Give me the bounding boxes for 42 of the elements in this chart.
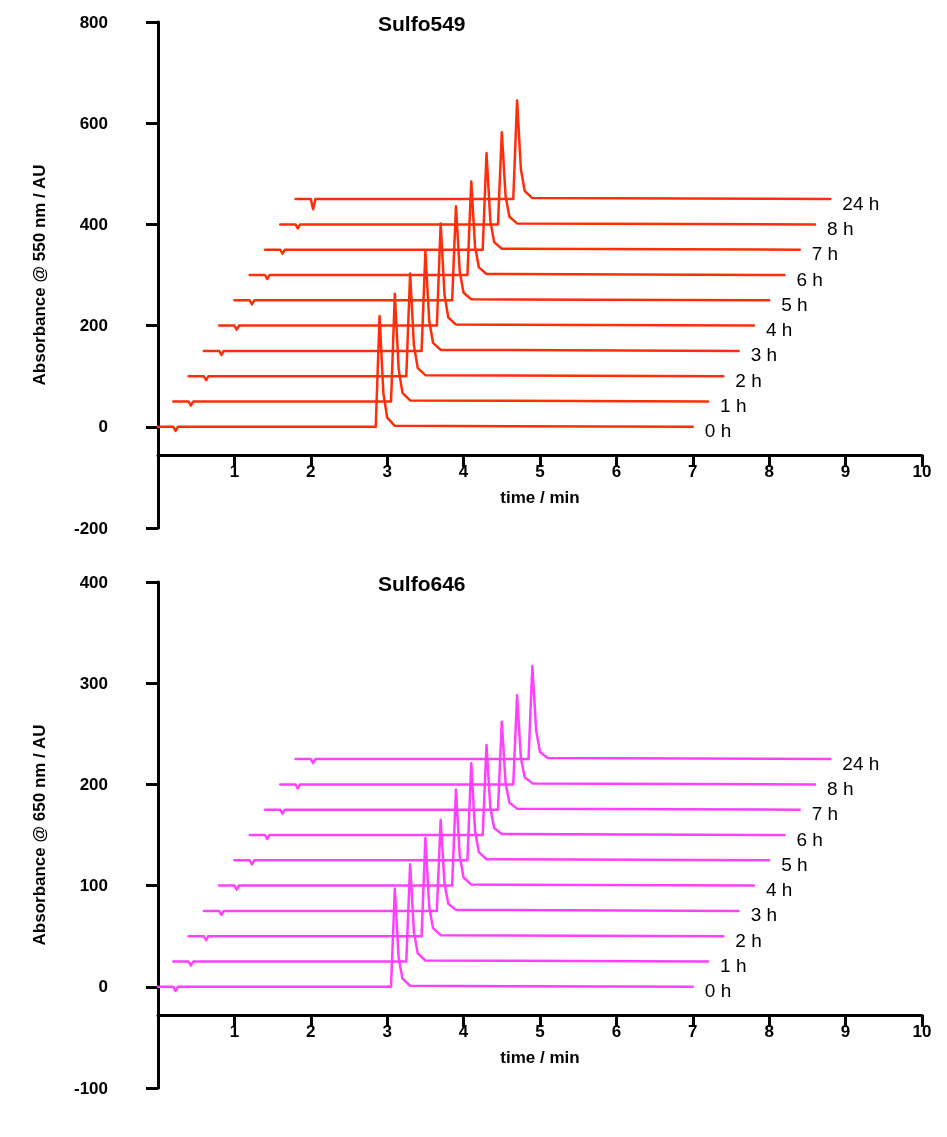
series-label: 6 h xyxy=(796,268,823,290)
y-tick-label: 300 xyxy=(79,673,108,693)
y-tick-label: 0 xyxy=(98,417,108,437)
x-tick-label: 10 xyxy=(912,1022,932,1041)
series-label: 5 h xyxy=(781,853,808,875)
y-tick-label: 600 xyxy=(79,113,108,133)
y-tick-label: -200 xyxy=(73,518,108,538)
y-tick-label: 200 xyxy=(79,316,108,336)
y-tick-label: 400 xyxy=(79,214,108,234)
y-tick-label: -100 xyxy=(73,1078,108,1098)
series-label: 1 h xyxy=(720,955,747,976)
series-label: 8 h xyxy=(827,777,854,799)
series-label: 24 h xyxy=(842,752,880,774)
series-label: 4 h xyxy=(765,319,793,341)
y-tick-label: 400 xyxy=(79,572,108,592)
x-axis-title: time / min xyxy=(500,1048,580,1067)
y-axis-title: Absorbance @ 550 nm / AU xyxy=(30,164,49,386)
series-label: 5 h xyxy=(781,293,808,315)
series-label: 0 h xyxy=(704,980,732,1002)
series-label: 0 h xyxy=(704,420,732,442)
series-label: 3 h xyxy=(750,344,778,366)
series-label: 2 h xyxy=(735,929,762,951)
series-label: 4 h xyxy=(765,879,793,901)
y-axis-title: Absorbance @ 650 nm / AU xyxy=(30,724,49,946)
chart-title: Sulfo549 xyxy=(378,12,466,35)
x-tick-label: 10 xyxy=(912,462,932,481)
x-axis-title: time / min xyxy=(500,488,580,507)
series-label: 8 h xyxy=(827,217,854,239)
series-label: 3 h xyxy=(750,904,778,926)
y-tick-label: 0 xyxy=(98,977,108,997)
x-tick-label: 4 xyxy=(458,1022,469,1041)
series-label: 2 h xyxy=(735,369,762,391)
x-tick-label: 4 xyxy=(458,462,469,481)
series-label: 7 h xyxy=(811,803,839,825)
series-label: 24 h xyxy=(842,192,880,214)
series-label: 6 h xyxy=(796,828,823,850)
series-label: 7 h xyxy=(811,243,839,265)
y-tick-label: 100 xyxy=(79,876,108,896)
y-tick-label: 200 xyxy=(79,774,108,794)
chart-title: Sulfo646 xyxy=(378,572,466,595)
series-label: 1 h xyxy=(720,395,747,416)
y-tick-label: 800 xyxy=(79,12,108,32)
